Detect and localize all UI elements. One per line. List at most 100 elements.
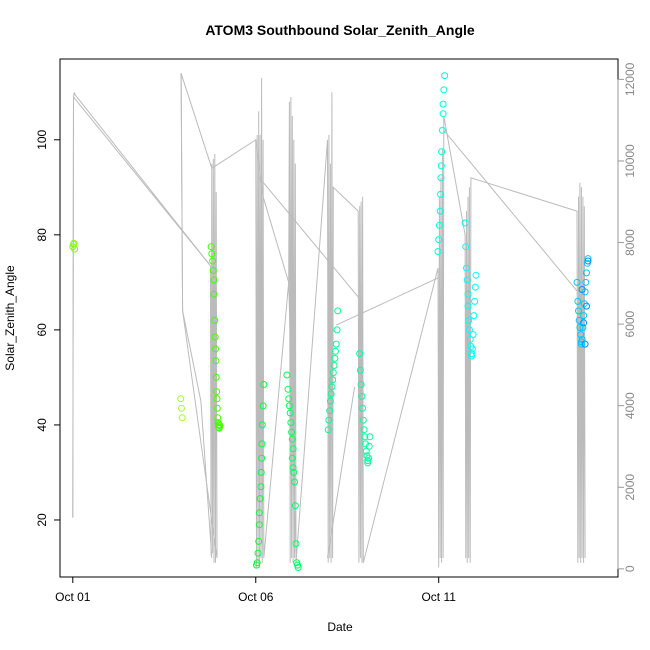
data-point: [287, 419, 295, 427]
chart-title: ATOM3 Southbound Solar_Zenith_Angle: [205, 22, 475, 38]
data-point: [583, 269, 590, 277]
right-y-tick-label: 6000: [623, 310, 637, 337]
data-point: [364, 459, 372, 467]
data-point: [468, 350, 476, 358]
data-point: [210, 276, 218, 284]
data-point: [178, 404, 185, 412]
data-point: [327, 390, 335, 398]
data-point: [326, 407, 334, 415]
right-y-tick-label: 10000: [623, 144, 637, 178]
data-point: [438, 148, 446, 156]
data-point: [210, 290, 218, 298]
data-point: [434, 248, 442, 255]
data-point: [365, 454, 372, 462]
data-point: [578, 286, 586, 293]
data-point: [256, 495, 264, 503]
data-point: [464, 302, 472, 310]
x-tick-label: Oct 01: [55, 590, 91, 604]
data-point: [579, 324, 587, 331]
data-point: [577, 340, 585, 348]
connector-line-3: [259, 177, 363, 302]
connector-line-0: [72, 95, 211, 518]
data-point: [333, 326, 341, 334]
data-point: [253, 559, 261, 567]
data-point: [255, 521, 263, 529]
data-point: [469, 331, 477, 339]
data-point: [358, 392, 366, 400]
data-point: [289, 464, 297, 472]
data-point: [465, 326, 473, 334]
data-point: [441, 72, 449, 80]
x-tick-label: Oct 06: [238, 590, 274, 604]
data-point: [461, 219, 469, 227]
data-point: [209, 257, 217, 265]
right-y-tick-label: 8000: [623, 229, 637, 256]
data-point: [257, 483, 265, 491]
data-point: [582, 278, 590, 286]
data-point: [292, 540, 300, 548]
right-y-tick-label: 4000: [623, 392, 637, 419]
right-y-tick-label: 12000: [623, 62, 637, 96]
data-point: [356, 350, 364, 358]
data-point: [330, 362, 338, 369]
data-point: [468, 345, 476, 353]
data-point: [463, 276, 471, 284]
data-point: [360, 426, 368, 434]
data-point: [583, 302, 590, 310]
data-point: [334, 307, 342, 315]
data-point: [254, 549, 262, 557]
data-point: [211, 333, 219, 341]
x-tick-label: Oct 11: [421, 590, 456, 604]
plot-frame: [59, 58, 619, 578]
y-tick-label: 40: [35, 418, 49, 432]
data-point: [435, 221, 443, 229]
data-point: [357, 381, 365, 388]
data-point: [438, 126, 446, 134]
x-axis-label: Date: [327, 620, 353, 634]
data-point: [362, 440, 369, 448]
y-tick-label: 80: [35, 228, 49, 242]
data-point: [465, 316, 473, 324]
data-point: [464, 290, 472, 298]
data-point: [291, 502, 299, 510]
data-point: [439, 110, 447, 118]
data-point: [472, 271, 480, 279]
data-point: [471, 283, 479, 291]
data-point: [440, 86, 448, 94]
data-point: [435, 236, 443, 244]
data-point: [211, 316, 219, 324]
data-point: [216, 422, 224, 430]
data-point: [283, 371, 291, 379]
y-tick-label: 100: [35, 129, 49, 149]
data-point: [468, 352, 476, 360]
data-point: [255, 537, 263, 545]
data-point: [576, 324, 584, 331]
data-point: [361, 433, 369, 441]
altitude-trace: [72, 73, 586, 568]
data-point: [212, 357, 220, 365]
data-point: [255, 509, 263, 517]
y-axis-label: Solar_Zenith_Angle: [3, 265, 17, 371]
data-point: [584, 257, 592, 265]
data-point: [366, 433, 374, 441]
y-tick-label: 20: [35, 513, 49, 527]
data-point: [257, 468, 265, 476]
data-point: [439, 100, 447, 108]
data-point: [288, 435, 296, 443]
data-point: [289, 445, 297, 453]
data-point: [212, 373, 220, 381]
data-point: [359, 404, 367, 412]
data-point: [284, 385, 292, 393]
data-point: [325, 416, 333, 424]
data-point: [356, 366, 364, 374]
data-point: [580, 312, 588, 320]
data-point: [286, 409, 294, 417]
data-point: [359, 416, 367, 424]
data-point: [332, 347, 339, 355]
connector-line-4: [327, 386, 356, 559]
x-axis: Oct 01 Oct 06 Oct 11: [55, 576, 456, 604]
data-point: [285, 395, 293, 403]
data-point: [462, 243, 470, 251]
data-point: [471, 297, 479, 305]
data-point: [288, 454, 296, 462]
